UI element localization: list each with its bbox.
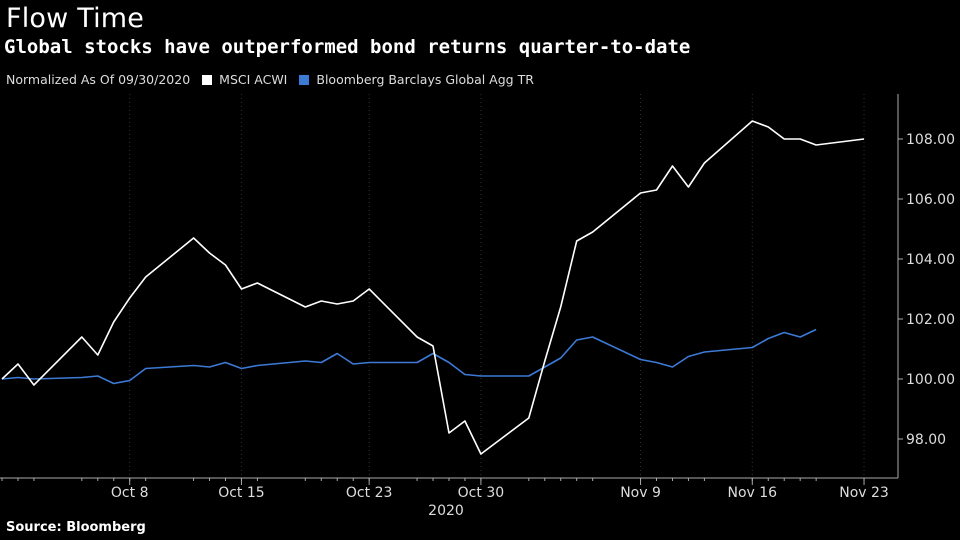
y-tick-labels: 98.00 100.00 102.00 104.00 106.00 108.00 (898, 132, 955, 448)
y-tick-label: 108.00 (906, 132, 955, 148)
grid-lines (129, 94, 865, 478)
axes (0, 94, 899, 479)
source-note: Source: Bloomberg (6, 520, 146, 535)
x-tick-label: Oct 15 (218, 485, 264, 501)
x-tick-label: Oct 30 (458, 485, 504, 501)
x-tick-labels: Oct 8 Oct 15 Oct 23 Oct 30 Nov 9 Nov 16 Nov 23 (1, 478, 889, 501)
legend-swatch-bbg (299, 74, 310, 85)
x-axis-label: 2020 (428, 503, 464, 519)
chart-subtitle: Global stocks have outperformed bond ret… (4, 36, 691, 58)
y-tick-label: 102.00 (906, 312, 955, 328)
legend-note: Normalized As Of 09/30/2020 (6, 72, 191, 87)
series-line-bloomberg-barclays-global-agg (1, 328, 817, 385)
y-tick-label: 106.00 (906, 192, 955, 208)
legend: Normalized As Of 09/30/2020 MSCI ACWI Bl… (6, 72, 534, 87)
y-tick-label: 98.00 (906, 432, 946, 448)
x-tick-label: Nov 23 (839, 485, 889, 501)
y-tick-label: 104.00 (906, 252, 955, 268)
series-lines (1, 120, 865, 455)
x-tick-label: Nov 16 (727, 485, 777, 501)
x-tick-label: Oct 23 (346, 485, 392, 501)
x-tick-label: Nov 9 (620, 485, 661, 501)
legend-swatch-msci (202, 74, 213, 85)
chart-title: Flow Time (6, 3, 145, 34)
x-tick-label: Oct 8 (111, 485, 149, 501)
legend-label-msci: MSCI ACWI (219, 72, 288, 87)
series-line-msci-acwi (1, 120, 865, 455)
y-tick-label: 100.00 (906, 372, 955, 388)
legend-label-bbg: Bloomberg Barclays Global Agg TR (316, 72, 534, 87)
